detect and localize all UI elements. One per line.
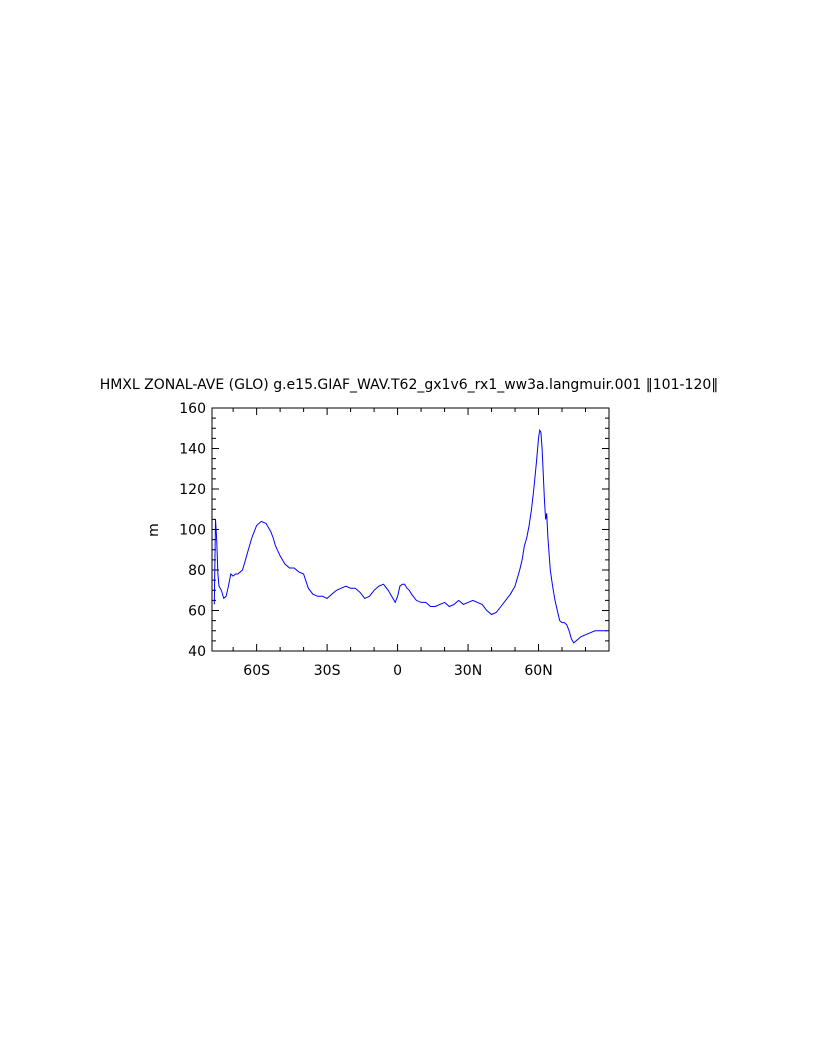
x-tick-label: 60N [524,663,552,679]
y-tick-label: 120 [179,482,206,498]
x-tick-label: 60S [243,663,270,679]
plot-frame [211,407,610,652]
axis-ticks [212,407,609,652]
y-tick-label: 140 [179,442,206,458]
y-tick-label: 40 [188,644,206,660]
data-line-hmxl [213,428,607,644]
y-tick-label: 80 [188,563,206,579]
y-tick-label: 100 [179,523,206,539]
x-tick-label: 30S [314,663,341,679]
axis-tick-labels: 40 60 80 100 120 140 160 60S 30S 0 30N 60N [179,401,552,679]
x-tick-label: 0 [393,663,402,679]
y-tick-label: 60 [188,604,206,620]
x-tick-label: 30N [454,663,482,679]
y-tick-label: 160 [179,401,206,417]
y-axis-label: m [146,523,162,537]
chart-title: HMXL ZONAL-AVE (GLO) g.e15.GIAF_WAV.T62_… [100,377,719,393]
